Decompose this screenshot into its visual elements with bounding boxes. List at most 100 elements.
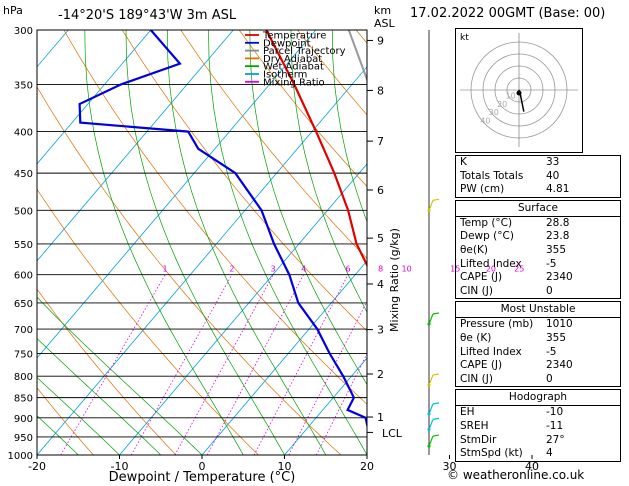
- pressure-tick-label: 800: [14, 372, 33, 383]
- barb-staff: [428, 374, 434, 386]
- height-tick-label: 5: [377, 232, 384, 245]
- x-tick-label: 30: [443, 460, 457, 473]
- most-unstable-value: 355: [546, 331, 567, 344]
- most-unstable-row: Lifted Index -5: [456, 346, 620, 360]
- wet-adiabat-line: [37, 338, 162, 455]
- indices-panel: K 33 Totals Totals 40 PW (cm) 4.81 Surface Te…: [455, 155, 621, 464]
- indices-value: 33: [546, 156, 560, 168]
- surface-value: 28.8: [546, 216, 570, 229]
- surface-value: 2340: [546, 271, 573, 284]
- surface-box: Surface Temp (°C) 28.8 Dewp (°C) 23.8 θe(K) 3…: [455, 199, 621, 300]
- indices-row: K 33: [456, 156, 620, 170]
- mixing-ratio-label: 25: [514, 265, 524, 274]
- pressure-tick-label: 300: [14, 26, 33, 37]
- indices-value: 4.81: [546, 183, 570, 196]
- wet-adiabat-line: [125, 30, 285, 455]
- legend-item: Wet Adiabat: [245, 62, 324, 73]
- isotherm-line: [37, 30, 317, 359]
- indices-label: PW (cm): [460, 183, 505, 196]
- plot-frame: [36, 29, 368, 456]
- mixing-ratio-label: 1: [163, 265, 168, 274]
- barb-staff: [428, 435, 434, 447]
- most-unstable-row: CIN (J) 0: [456, 373, 620, 387]
- pressure-tick-label: 550: [14, 240, 33, 251]
- mixing-ratio-label: 3: [271, 265, 276, 274]
- hodograph-box: Hodograph EH -10 SREH -11 StmDir 27° StmSpd (k…: [455, 389, 621, 462]
- surface-value: 23.8: [546, 230, 570, 243]
- barb-dot: [427, 412, 431, 416]
- mixing-ratio-label: 8: [378, 265, 383, 274]
- legend-item: Dewpoint: [245, 38, 311, 49]
- isotherm-line: [201, 260, 367, 455]
- hodograph-table-row: StmDir 27°: [456, 434, 620, 448]
- hodograph-table-label: SREH: [460, 419, 489, 432]
- x-tick-label: -20: [28, 460, 46, 473]
- surface-value: -5: [546, 257, 557, 270]
- legend-label: Isotherm: [263, 70, 307, 81]
- dry-adiabat-line: [180, 30, 367, 260]
- legend-item: Parcel Trajectory: [245, 46, 346, 57]
- mixing-ratio-line: [60, 274, 166, 455]
- pressure-axis: 300 350 400 450 500 550 600 650 700 750 800 850 900 9…: [8, 26, 33, 462]
- legend-label: Dewpoint: [263, 38, 311, 49]
- km-unit-label: km: [374, 4, 391, 17]
- dry-adiabat-line: [37, 387, 94, 455]
- legend-label: Dry Adiabat: [263, 54, 322, 65]
- barb-flag: [432, 434, 440, 437]
- dry-adiabat-line: [0, 30, 11, 455]
- barb-flag: [432, 373, 440, 376]
- storm-motion-marker: [516, 90, 522, 96]
- surface-row: Temp (°C) 28.8: [456, 217, 620, 231]
- barb-staff: [428, 200, 434, 211]
- wind-barb: [427, 198, 440, 212]
- pressure-tick-label: 450: [14, 169, 33, 180]
- wind-barbs: [427, 30, 440, 455]
- legend-label: Temperature: [262, 31, 326, 42]
- hodograph-ring-label: 10: [506, 91, 516, 100]
- pressure-tick-label: 600: [14, 271, 33, 282]
- hodograph-table-label: EH: [460, 406, 475, 419]
- legend-item: Mixing Ratio: [245, 77, 325, 88]
- surface-row: Lifted Index -5: [456, 258, 620, 272]
- barb-flag: [432, 198, 440, 201]
- hodograph-ring-label: 40: [480, 117, 490, 126]
- pressure-tick-label: 750: [14, 349, 33, 360]
- most-unstable-label: Lifted Index: [460, 345, 522, 358]
- barb-staff: [428, 419, 434, 430]
- barb-staff: [428, 403, 434, 415]
- barb-flag: [432, 312, 440, 315]
- x-tick-label: 40: [525, 460, 539, 473]
- mixing-ratio-line: [206, 274, 304, 455]
- x-tick-label: 20: [360, 460, 374, 473]
- surface-label: Dewp (°C): [460, 230, 514, 243]
- hpa-unit-label: hPa: [3, 4, 23, 17]
- wind-barb: [427, 434, 440, 448]
- dewpoint-line: [78, 30, 367, 427]
- isobars: [37, 29, 367, 456]
- pressure-tick-label: 1000: [8, 451, 33, 462]
- most-unstable-label: Pressure (mb): [460, 318, 534, 331]
- legend-item: Isotherm: [245, 70, 307, 81]
- most-unstable-row: θe (K) 355: [456, 332, 620, 346]
- most-unstable-title: Most Unstable: [456, 302, 620, 319]
- mixing-ratio-axis-label: Mixing Ratio (g/kg): [388, 228, 401, 332]
- most-unstable-value: 0: [546, 372, 553, 385]
- wet-adiabat-line: [290, 30, 367, 313]
- most-unstable-row: Pressure (mb) 1010: [456, 318, 620, 332]
- height-tick-label: 6: [377, 184, 384, 197]
- pressure-tick-label: 700: [14, 325, 33, 336]
- surface-value: 355: [546, 243, 567, 256]
- hodograph-table-row: SREH -11: [456, 420, 620, 434]
- wet-adiabat-line: [37, 415, 79, 455]
- barb-dot: [427, 383, 431, 387]
- wind-barb: [427, 402, 440, 416]
- wet-adiabat-line: [37, 377, 120, 455]
- height-tick-label: 4: [377, 278, 384, 291]
- location-title: -14°20'S 189°43'W 3m ASL: [58, 8, 237, 23]
- pressure-tick-label: 500: [14, 206, 33, 217]
- hodograph-table-row: StmSpd (kt) 4: [456, 447, 620, 461]
- surface-label: CAPE (J): [460, 271, 503, 284]
- pressure-tick-label: 900: [14, 414, 33, 425]
